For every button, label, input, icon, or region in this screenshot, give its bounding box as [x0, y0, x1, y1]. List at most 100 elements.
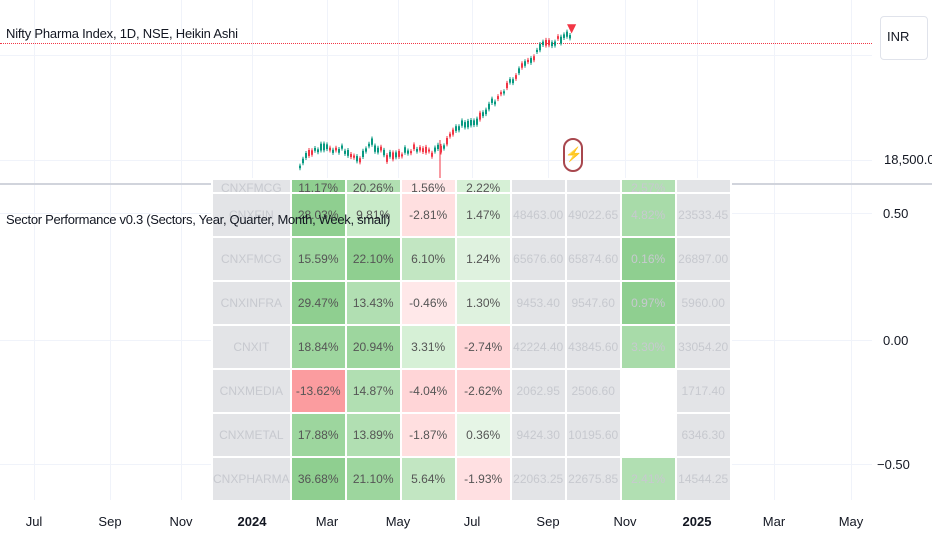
candle-body: [305, 152, 307, 158]
grid-line: [0, 55, 872, 56]
candle-body: [443, 145, 445, 149]
candle-body: [431, 152, 433, 157]
lightning-icon[interactable]: ⚡: [563, 138, 583, 172]
table-cell: 10195.60: [564, 412, 622, 458]
candle-body: [416, 148, 418, 152]
sector-performance-table: CNXFMCG 11.17% 20.26% 1.56% 2.22% 2.57% CNXFIN…: [211, 178, 732, 502]
time-axis-label: Mar: [315, 514, 339, 529]
table-cell: 2.41%: [619, 456, 677, 502]
time-axis-label: Nov: [613, 514, 637, 529]
candle-body: [428, 149, 430, 152]
candle-body: [494, 101, 496, 105]
table-cell: 13.89%: [344, 412, 402, 458]
candle-body: [398, 150, 400, 157]
table-cell: 29.47%: [289, 280, 347, 326]
candle-body: [506, 82, 508, 89]
table-cell: 17.88%: [289, 412, 347, 458]
grid-line: [851, 0, 852, 500]
chart-title[interactable]: Nifty Pharma Index, 1D, NSE, Heikin Ashi: [6, 26, 238, 41]
candle-body: [503, 91, 505, 94]
candle-body: [410, 151, 412, 154]
sell-marker-icon: ▼: [567, 21, 577, 35]
table-cell: CNXPHARMA: [211, 456, 292, 502]
grid-line: [0, 160, 872, 161]
table-cell: [564, 178, 622, 194]
candle-body: [515, 75, 517, 79]
candle-body: [464, 122, 466, 128]
table-cell: 0.36%: [454, 412, 512, 458]
grid-line: [34, 0, 35, 500]
candle-body: [545, 39, 547, 46]
time-axis-label: Mar: [762, 514, 786, 529]
table-cell: 15.59%: [289, 236, 347, 282]
candle-body: [560, 36, 562, 44]
table-cell: 6.10%: [399, 236, 457, 282]
grid-line: [181, 0, 182, 500]
candle-body: [380, 146, 382, 151]
table-cell: 14544.25: [674, 456, 732, 502]
table-cell: CNXIT: [211, 324, 292, 370]
candle-body: [476, 118, 478, 125]
candle-body: [434, 147, 436, 152]
table-cell: -1.87%: [399, 412, 457, 458]
candle-body: [356, 156, 358, 162]
table-cell: 5.64%: [399, 456, 457, 502]
time-axis-label: Nov: [169, 514, 193, 529]
table-cell: 1.24%: [454, 236, 512, 282]
indicator-axis-label: 0.00: [883, 333, 909, 348]
table-cell: 11.17%: [289, 178, 347, 194]
candle-body: [425, 146, 427, 153]
candle-body: [386, 155, 388, 162]
time-axis-label: Jul: [25, 514, 43, 529]
candle-body: [392, 152, 394, 160]
table-cell: 9453.40: [509, 280, 567, 326]
candle-body: [536, 49, 538, 53]
candle-body: [299, 165, 301, 169]
table-cell: 2.57%: [619, 178, 677, 194]
table-cell: 65676.60: [509, 236, 567, 282]
table-cell: [619, 412, 677, 458]
candle-body: [521, 63, 523, 68]
time-axis-label: Sep: [98, 514, 122, 529]
table-cell: 9424.30: [509, 412, 567, 458]
candle-body: [335, 147, 337, 151]
table-cell: CNXFMCG: [211, 236, 292, 282]
candle-body: [500, 92, 502, 95]
candle-body: [446, 138, 448, 145]
candle-body: [341, 145, 343, 149]
grid-line: [774, 0, 775, 500]
candle-body: [449, 133, 451, 137]
table-cell: 65874.60: [564, 236, 622, 282]
candlestick-series[interactable]: ▼: [0, 0, 872, 183]
candle-body: [413, 144, 415, 150]
table-cell: 48463.00: [509, 192, 567, 238]
table-cell: 36.68%: [289, 456, 347, 502]
candle-body: [551, 42, 553, 47]
candle-body: [485, 109, 487, 115]
candle-body: [482, 112, 484, 117]
table-cell: -4.04%: [399, 368, 457, 414]
candle-body: [362, 150, 364, 157]
table-cell: 0.97%: [619, 280, 677, 326]
candle-body: [518, 68, 520, 74]
indicator-axis-label: 0.50: [883, 206, 909, 221]
table-row: CNXFMCG 15.59% 22.10% 6.10% 1.24% 65676.60 658…: [211, 236, 732, 282]
candle-body: [368, 143, 370, 147]
table-cell: [674, 178, 732, 194]
table-cell: 22063.25: [509, 456, 567, 502]
table-cell: 0.16%: [619, 236, 677, 282]
price-axis-label: 18,500.00: [884, 152, 932, 167]
candle-body: [383, 149, 385, 156]
time-axis-label: Sep: [536, 514, 560, 529]
candle-body: [419, 147, 421, 151]
candle-body: [548, 40, 550, 46]
table-cell: -1.93%: [454, 456, 512, 502]
candle-body: [308, 150, 310, 156]
candle-body: [473, 120, 475, 126]
indicator-title[interactable]: Sector Performance v0.3 (Sectors, Year, …: [6, 212, 390, 227]
candle-body: [338, 148, 340, 153]
grid-line: [110, 0, 111, 500]
currency-button[interactable]: INR: [880, 16, 928, 60]
candle-body: [527, 59, 529, 63]
candle-body: [488, 103, 490, 110]
